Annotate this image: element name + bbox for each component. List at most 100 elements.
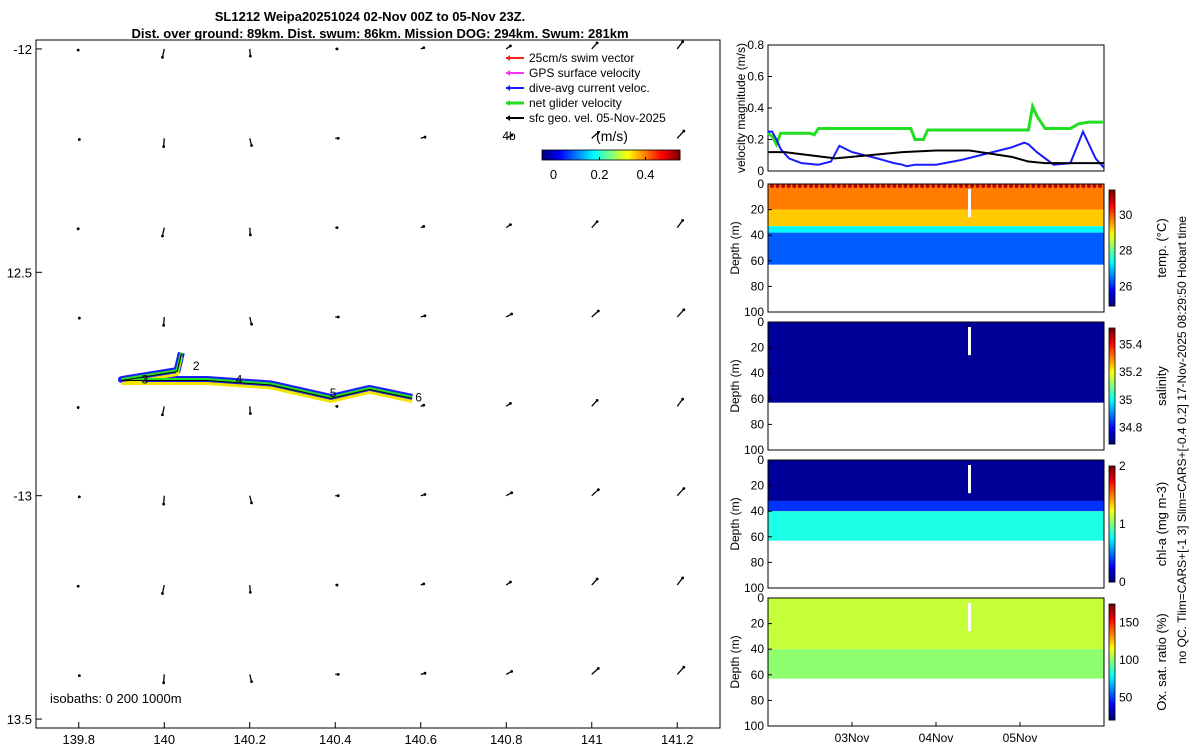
- salinity-ytick-label: 20: [751, 341, 765, 355]
- oxygen-colorbar-cell: [1109, 714, 1115, 718]
- chlorophyll-colorbar-cell: [1109, 526, 1115, 531]
- chlorophyll-surface-dot: [970, 460, 975, 464]
- temperature-ytick-label: 80: [751, 279, 765, 293]
- chlorophyll-colorbar-cell: [1109, 570, 1115, 574]
- map-colorbar-cell: [601, 150, 605, 160]
- map-ytick-label: 13.5: [7, 712, 32, 727]
- chlorophyll-colorbar-cell: [1109, 538, 1115, 542]
- oxygen-surface-dot: [770, 598, 774, 602]
- salinity-surface-dot: [1070, 322, 1075, 326]
- salinity-surface-dot: [959, 322, 964, 326]
- oxygen-surface-dot: [864, 598, 869, 602]
- salinity-surface-dot: [792, 322, 797, 326]
- map-colorbar-cell: [617, 150, 621, 160]
- oxygen-surface-dot: [1047, 598, 1052, 602]
- map-colorbar-cell: [654, 150, 658, 160]
- map-xtick-label: 140.6: [404, 732, 437, 747]
- chlorophyll-ytick-label: 20: [751, 479, 765, 493]
- salinity-surface-dot: [770, 322, 774, 326]
- temperature-layer: [768, 226, 1104, 233]
- geo-velocity-arrow-head: [422, 403, 426, 407]
- isobaths-label: isobaths: 0 200 1000m: [50, 691, 182, 706]
- temperature-colorbar-cell: [1109, 303, 1115, 307]
- oxygen-layer: [768, 649, 1104, 679]
- map-colorbar-cell: [565, 150, 568, 160]
- date-tick-label: 04Nov: [919, 731, 954, 745]
- oxygen-ytick-label: 60: [751, 668, 765, 682]
- chlorophyll-surface-dot: [947, 460, 952, 464]
- chlorophyll-colorbar-cell: [1109, 492, 1115, 496]
- salinity-colorbar-cell: [1109, 380, 1115, 384]
- temperature-ytick-label: 40: [751, 228, 765, 242]
- temperature-colorbar-cell: [1109, 294, 1115, 298]
- temperature-colorbar-cell: [1109, 285, 1115, 290]
- map-colorbar-tick-label: 0: [550, 167, 557, 182]
- temperature-ytick-label: 100: [744, 305, 764, 319]
- map-colorbar-cell: [647, 150, 651, 160]
- temperature-colorbar-cell: [1109, 207, 1115, 211]
- salinity-surface-dot: [892, 322, 897, 326]
- chlorophyll-surface-dot: [959, 460, 964, 464]
- geo-velocity-arrow: [676, 398, 684, 407]
- salinity-colorbar-cell: [1109, 432, 1115, 436]
- geo-velocity-arrow: [163, 674, 165, 683]
- temperature-surface-dot: [886, 184, 891, 188]
- temperature-surface-dot: [775, 184, 780, 188]
- oxygen-colorbar-cell: [1109, 621, 1115, 625]
- temperature-axes: [767, 183, 1105, 313]
- velocity-axes: [767, 44, 1105, 172]
- geo-velocity-arrow-head: [250, 501, 253, 505]
- chlorophyll-colorbar-cell: [1109, 471, 1115, 476]
- salinity-colorbar-cell: [1109, 354, 1115, 358]
- map-colorbar-cell: [588, 150, 591, 160]
- oxygen-colorbar-cell: [1109, 638, 1115, 643]
- chlorophyll-colorbar-cell: [1109, 497, 1115, 502]
- temperature-colorbar-cell: [1109, 271, 1115, 275]
- salinity-ytick-label: 60: [751, 392, 765, 406]
- salinity-colorbar-cell: [1109, 386, 1115, 390]
- geo-velocity-arrow-head: [250, 680, 253, 683]
- map-colorbar-cell: [594, 150, 598, 160]
- map-colorbar-cell: [585, 150, 589, 160]
- salinity-colorbar-cell: [1109, 377, 1115, 381]
- chlorophyll-colorbar-tick-label: 1: [1119, 517, 1126, 531]
- salinity-colorbar-cell: [1109, 359, 1115, 364]
- temperature-ylabel: Depth (m): [728, 221, 742, 274]
- map-colorbar-tick-label: 0.2: [590, 167, 608, 182]
- salinity-surface-dot: [1053, 322, 1058, 326]
- salinity-colorbar-cell: [1109, 415, 1115, 419]
- chlorophyll-colorbar-cell: [1109, 477, 1115, 481]
- temperature-colorbar-cell: [1109, 224, 1115, 229]
- salinity-surface-dot: [858, 322, 863, 326]
- chlorophyll-surface-dot: [1020, 460, 1025, 464]
- map-colorbar-cell: [581, 150, 584, 160]
- temperature-surface-dot: [836, 184, 841, 188]
- oxygen-surface-dot: [1014, 598, 1019, 602]
- temperature-surface-dot: [864, 184, 869, 188]
- temperature-surface-dot: [908, 184, 913, 188]
- geo-velocity-arrow-head: [77, 138, 81, 141]
- map-colorbar-cell: [569, 150, 573, 160]
- map-colorbar-cell: [576, 150, 580, 160]
- chlorophyll-colorbar-cell: [1109, 468, 1115, 473]
- salinity-colorbar-cell: [1109, 403, 1115, 407]
- chlorophyll-surface-dot: [1042, 460, 1047, 464]
- geo-velocity-arrow: [591, 667, 599, 675]
- temperature-colorbar-cell: [1109, 288, 1115, 292]
- oxygen-surface-dot: [959, 598, 964, 602]
- oxygen-surface-dot: [986, 598, 991, 602]
- map-colorbar-cell: [636, 150, 640, 160]
- geo-velocity-arrow-head: [595, 577, 599, 581]
- geo-velocity-arrow: [161, 48, 165, 58]
- map-colorbar-cell: [599, 150, 603, 160]
- map-colorbar-cell: [677, 150, 681, 160]
- temperature-surface-dot: [1031, 184, 1036, 188]
- oxygen-colorbar-cell: [1109, 682, 1115, 686]
- chlorophyll-surface-dot: [1059, 460, 1064, 464]
- chlorophyll-colorbar-cell: [1109, 509, 1115, 513]
- chlorophyll-surface-dot: [870, 460, 875, 464]
- map-colorbar-cell: [620, 150, 623, 160]
- geo-velocity-arrow-head: [423, 671, 427, 675]
- salinity-colorbar-cell: [1109, 330, 1115, 335]
